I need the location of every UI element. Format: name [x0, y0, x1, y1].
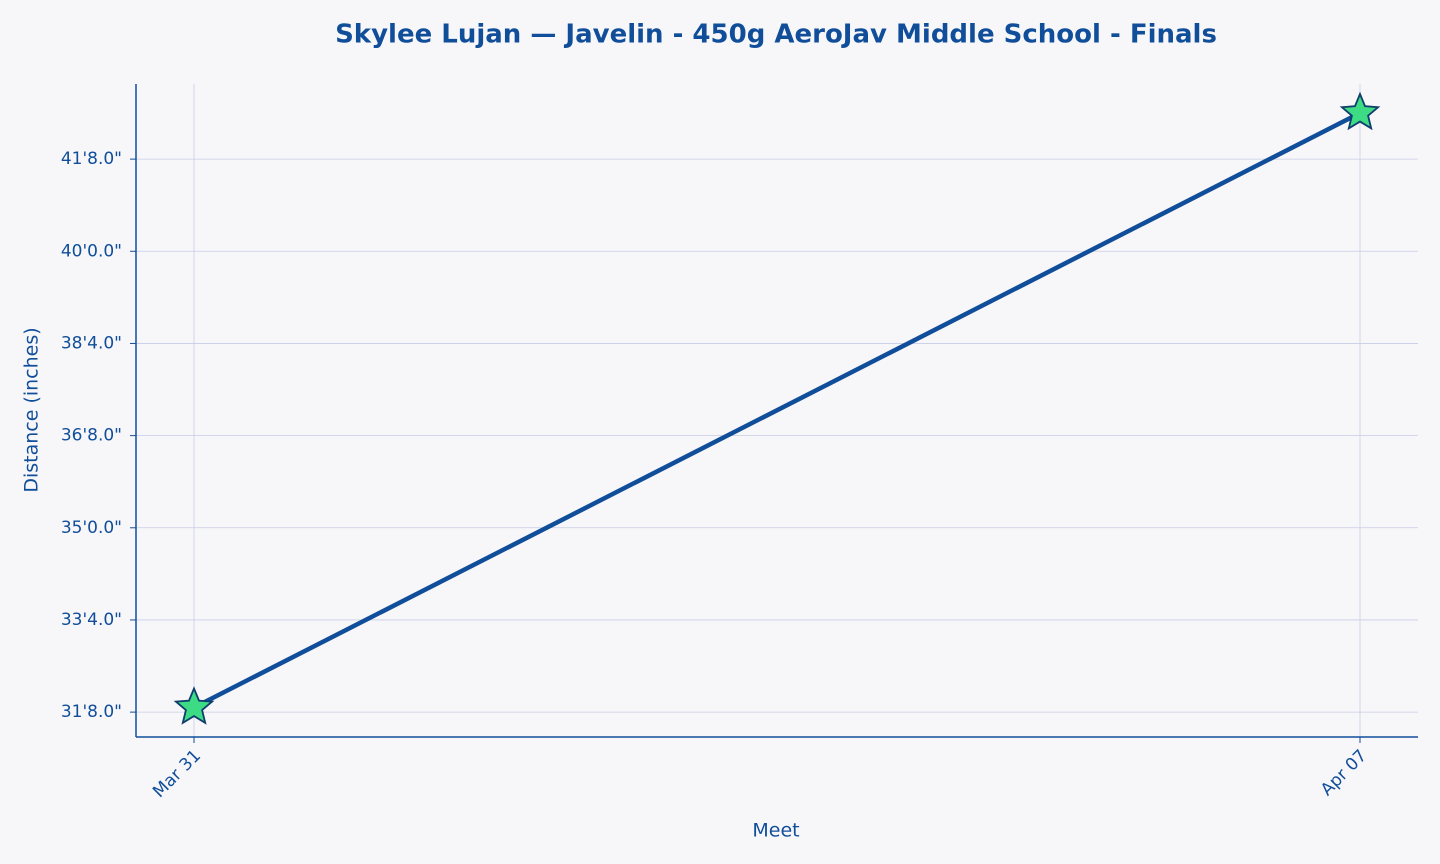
- y-tick-label: 38'4.0": [61, 333, 122, 353]
- y-tick-label: 41'8.0": [61, 149, 122, 169]
- y-tick-label: 36'8.0": [61, 426, 122, 446]
- y-tick-label: 40'0.0": [61, 241, 122, 261]
- y-tick-label: 31'8.0": [61, 702, 122, 722]
- x-axis-label: Meet: [752, 820, 799, 842]
- line: [192, 111, 1362, 710]
- y-tick-label: 35'0.0": [61, 518, 122, 538]
- marker: [1339, 91, 1381, 131]
- chart-title: Skylee Lujan — Javelin - 450g AeroJav Mi…: [335, 20, 1217, 50]
- x-tick-label: Mar 31: [149, 746, 205, 802]
- y-axis-label: Distance (inches): [21, 327, 43, 492]
- y-tick-label: 33'4.0": [61, 610, 122, 630]
- x-tick-label: Apr 07: [1317, 746, 1371, 800]
- marker: [173, 686, 215, 725]
